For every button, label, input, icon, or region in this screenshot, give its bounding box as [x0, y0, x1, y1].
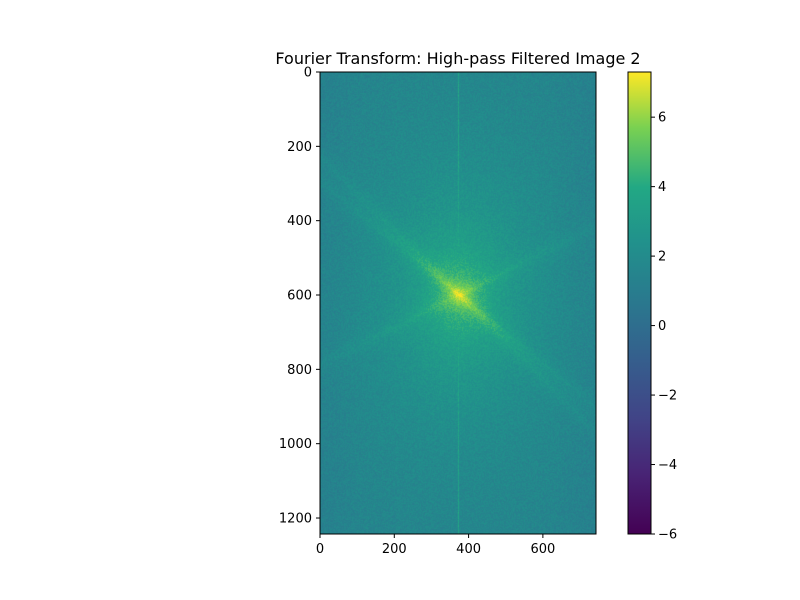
x-tick-label: 400 — [456, 542, 481, 557]
plot-frame — [319, 71, 597, 535]
colorbar-axis: −6 −4 −2 0 2 4 6 — [651, 111, 677, 543]
colorbar-tick-label: 0 — [658, 319, 666, 334]
heatmap-image — [320, 72, 596, 534]
colorbar — [627, 71, 652, 535]
colorbar-tick-label: −2 — [658, 389, 677, 404]
x-tick-label: 200 — [382, 542, 407, 557]
y-tick-label: 400 — [287, 214, 312, 229]
colorbar-tick-label: −6 — [658, 528, 677, 543]
x-tick-label: 600 — [530, 542, 555, 557]
x-tick-label: 0 — [316, 542, 324, 557]
y-tick-label: 1000 — [279, 437, 312, 452]
colorbar-tick-label: 6 — [658, 111, 666, 126]
y-tick-label: 0 — [304, 66, 312, 81]
colorbar-tick-label: 2 — [658, 250, 666, 265]
y-tick-label: 200 — [287, 140, 312, 155]
chart-title: Fourier Transform: High-pass Filtered Im… — [275, 49, 640, 68]
y-tick-label: 800 — [287, 363, 312, 378]
heatmap-raster — [320, 72, 596, 534]
colorbar-tick-label: 4 — [658, 180, 666, 195]
y-axis: 0 200 400 600 800 1000 1200 — [279, 66, 320, 527]
colorbar-tick-label: −4 — [658, 458, 677, 473]
x-axis: 0 200 400 600 — [316, 534, 555, 557]
y-tick-label: 1200 — [279, 512, 312, 527]
y-tick-label: 600 — [287, 289, 312, 304]
